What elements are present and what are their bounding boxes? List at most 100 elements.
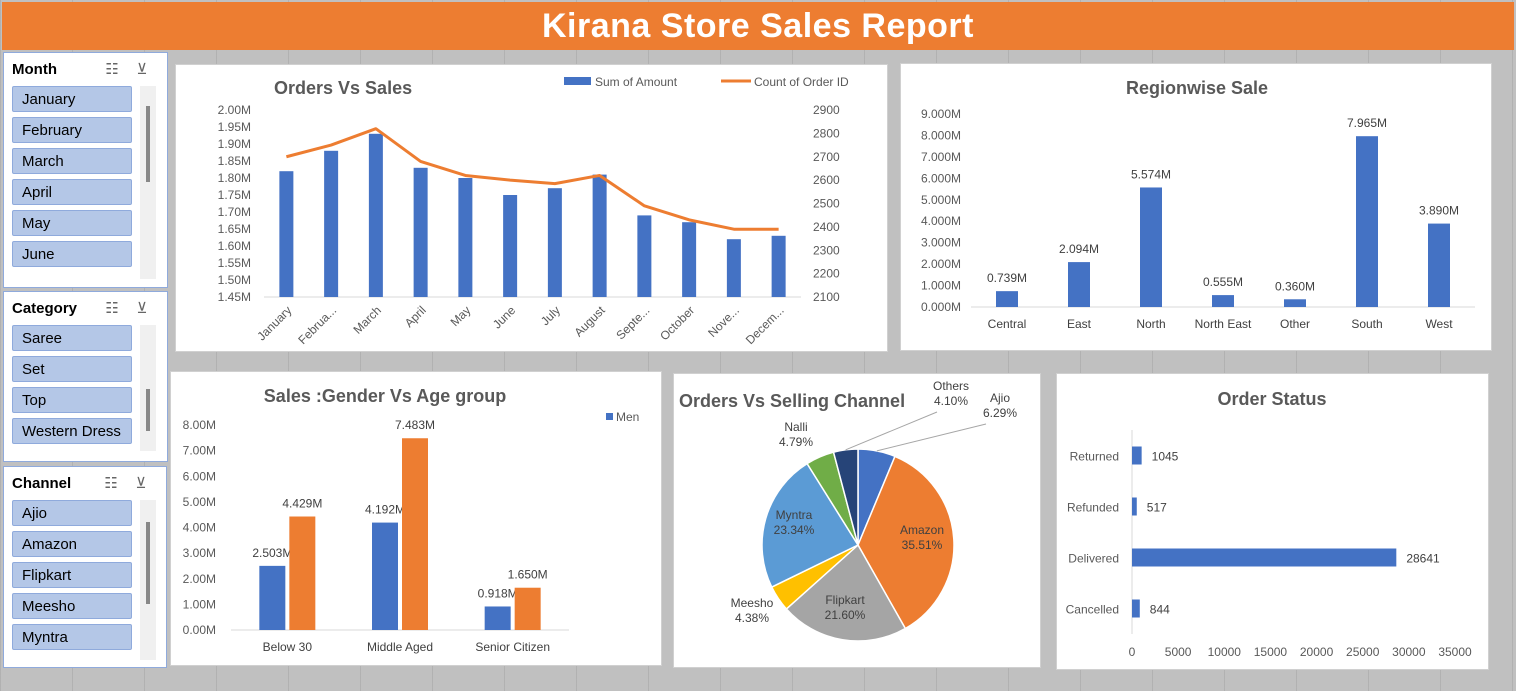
y-tick-label-left: 1.65M bbox=[218, 222, 251, 236]
x-tick-label: Central bbox=[988, 317, 1027, 331]
data-label: 28641 bbox=[1406, 552, 1440, 566]
bar-region bbox=[1356, 136, 1378, 307]
y-tick-label-right: 2100 bbox=[813, 290, 840, 304]
slicer-item-june[interactable]: June bbox=[12, 241, 132, 267]
data-label: 7.483M bbox=[395, 418, 435, 432]
gender-vs-age-plot: Sales :Gender Vs Age group Men 8.00M 7.00M 6… bbox=[183, 386, 640, 654]
regionwise-sale-chart[interactable]: Regionwise Sale 9.000M 8.000M 7.000M 6.000M 5… bbox=[900, 63, 1492, 351]
y-tick-label: Refunded bbox=[1067, 501, 1119, 515]
order-status-chart[interactable]: Order Status 1045 Returned 517 Refunded 28641… bbox=[1056, 373, 1489, 670]
slicer-header: Category ☷ ⊻ bbox=[12, 298, 157, 318]
x-tick-label: North East bbox=[1195, 317, 1252, 331]
x-tick-label: Other bbox=[1280, 317, 1310, 331]
data-label: 2.094M bbox=[1059, 242, 1099, 256]
slicer-item-january[interactable]: January bbox=[12, 86, 132, 112]
slicer-item-may[interactable]: May bbox=[12, 210, 132, 236]
pie-slice-myntra bbox=[761, 462, 860, 589]
y-tick-label-left: 1.45M bbox=[218, 290, 251, 304]
x-tick-label: 10000 bbox=[1208, 645, 1242, 659]
x-tick-label: 30000 bbox=[1392, 645, 1426, 659]
scrollbar-thumb[interactable] bbox=[146, 522, 150, 604]
gender-vs-age-chart[interactable]: Sales :Gender Vs Age group Men 8.00M 7.00M 6… bbox=[170, 371, 662, 666]
slicer-item-myntra[interactable]: Myntra bbox=[12, 624, 132, 650]
slicer-item-set[interactable]: Set bbox=[12, 356, 132, 382]
y-tick-label: 5.00M bbox=[183, 495, 216, 509]
channel-slicer-items: Ajio Amazon Flipkart Meesho Myntra bbox=[12, 500, 132, 655]
chart-title: Sales :Gender Vs Age group bbox=[264, 386, 506, 406]
slicer-item-ajio[interactable]: Ajio bbox=[12, 500, 132, 526]
slicer-item-western-dress[interactable]: Western Dress bbox=[12, 418, 132, 444]
month-slicer-scrollbar[interactable] bbox=[140, 86, 156, 279]
y-tick-label-right: 2900 bbox=[813, 103, 840, 117]
slicer-item-amazon[interactable]: Amazon bbox=[12, 531, 132, 557]
bar-series-0 bbox=[372, 522, 398, 630]
scrollbar-thumb[interactable] bbox=[146, 389, 150, 431]
y-tick-label-left: 1.75M bbox=[218, 188, 251, 202]
channel-slicer[interactable]: Channel ☷ ⊻ Ajio Amazon Flipkart Meesho Mynt… bbox=[3, 466, 167, 668]
slicer-item-flipkart[interactable]: Flipkart bbox=[12, 562, 132, 588]
y-tick-label: 0.000M bbox=[921, 300, 961, 314]
y-tick-label: 8.00M bbox=[183, 418, 216, 432]
bar-series-1 bbox=[514, 587, 541, 630]
bar-sum-of-amount bbox=[771, 235, 786, 297]
y-tick-label: 0.00M bbox=[183, 623, 216, 637]
x-tick-label: Nove... bbox=[705, 303, 742, 340]
y-tick-label-right: 2700 bbox=[813, 150, 840, 164]
multi-select-icon[interactable]: ☷ bbox=[105, 61, 119, 78]
slice-percent: 23.34% bbox=[774, 523, 815, 537]
y-tick-label-left: 1.80M bbox=[218, 171, 251, 185]
category-slicer[interactable]: Category ☷ ⊻ Saree Set Top Western Dress bbox=[3, 291, 168, 462]
y-tick-label: 6.00M bbox=[183, 469, 216, 483]
y-tick-label-right: 2200 bbox=[813, 267, 840, 281]
slicer-item-april[interactable]: April bbox=[12, 179, 132, 205]
x-tick-label: July bbox=[538, 303, 563, 328]
slice-name: Ajio bbox=[990, 391, 1010, 405]
channel-slicer-scrollbar[interactable] bbox=[140, 500, 156, 660]
clear-filter-icon[interactable]: ⊻ bbox=[136, 61, 148, 78]
month-slicer[interactable]: Month ☷ ⊻ January February March April May Ju… bbox=[3, 52, 168, 288]
bar-region bbox=[1068, 262, 1090, 307]
chart-title: Orders Vs Sales bbox=[274, 78, 412, 98]
regionwise-sale-plot: Regionwise Sale 9.000M 8.000M 7.000M 6.000M 5… bbox=[921, 78, 1475, 331]
x-tick-label: Middle Aged bbox=[367, 640, 433, 654]
y-tick-label: 1.00M bbox=[183, 597, 216, 611]
slice-percent: 35.51% bbox=[902, 538, 943, 552]
slicer-item-top[interactable]: Top bbox=[12, 387, 132, 413]
category-slicer-scrollbar[interactable] bbox=[140, 325, 156, 451]
bar-sum-of-amount bbox=[458, 178, 473, 297]
y-tick-label-left: 1.85M bbox=[218, 154, 251, 168]
bar-sum-of-amount bbox=[637, 215, 652, 297]
x-tick-label: March bbox=[351, 303, 384, 336]
orders-vs-channel-chart[interactable]: Orders Vs Selling Channel Ajio 6.29% Amazon… bbox=[673, 373, 1041, 668]
scrollbar-thumb[interactable] bbox=[146, 106, 150, 182]
multi-select-icon[interactable]: ☷ bbox=[104, 475, 118, 492]
slicer-item-march[interactable]: March bbox=[12, 148, 132, 174]
x-tick-label: North bbox=[1136, 317, 1165, 331]
slice-name: Amazon bbox=[900, 523, 944, 537]
clear-filter-icon[interactable]: ⊻ bbox=[135, 475, 147, 492]
bar-sum-of-amount bbox=[413, 167, 428, 297]
data-label: 4.429M bbox=[282, 497, 322, 511]
data-label: 7.965M bbox=[1347, 116, 1387, 130]
clear-filter-icon[interactable]: ⊻ bbox=[136, 300, 148, 317]
y-tick-label: 1.000M bbox=[921, 279, 961, 293]
bar-series-0 bbox=[259, 565, 286, 630]
orders-vs-sales-chart[interactable]: Orders Vs Sales Sum of Amount Count of Ord… bbox=[175, 64, 888, 352]
bar-order-status bbox=[1132, 446, 1142, 465]
slicer-item-saree[interactable]: Saree bbox=[12, 325, 132, 351]
y-tick-label: 3.00M bbox=[183, 546, 216, 560]
y-tick-label-right: 2300 bbox=[813, 243, 840, 257]
bar-sum-of-amount bbox=[726, 239, 741, 297]
data-label: 1045 bbox=[1152, 450, 1179, 464]
y-tick-label-left: 1.90M bbox=[218, 137, 251, 151]
bar-series-0 bbox=[484, 606, 511, 630]
slicer-item-meesho[interactable]: Meesho bbox=[12, 593, 132, 619]
category-slicer-items: Saree Set Top Western Dress bbox=[12, 325, 132, 449]
slice-percent: 6.29% bbox=[983, 406, 1017, 420]
y-tick-label-left: 1.50M bbox=[218, 273, 251, 287]
y-tick-label: 2.000M bbox=[921, 257, 961, 271]
slice-percent: 4.10% bbox=[934, 394, 968, 408]
multi-select-icon[interactable]: ☷ bbox=[105, 300, 119, 317]
x-tick-label: April bbox=[402, 303, 429, 330]
slicer-item-february[interactable]: February bbox=[12, 117, 132, 143]
